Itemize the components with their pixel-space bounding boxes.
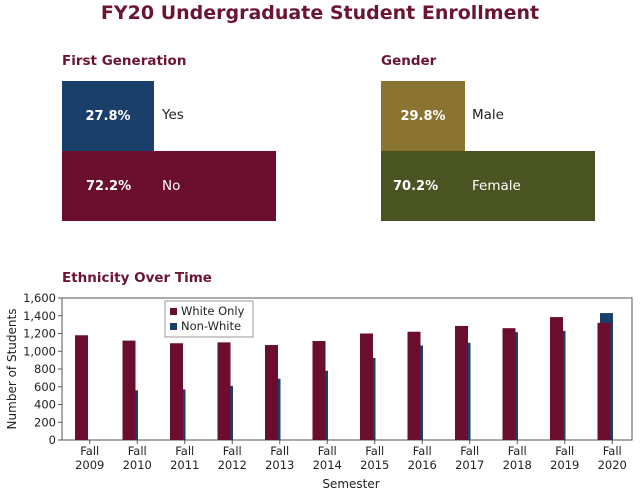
gender-female-percent: 70.2%: [393, 178, 439, 194]
x-tick-label: Fall: [555, 444, 574, 458]
gender-female-bar: 70.2%: [381, 151, 595, 221]
x-tick-label: 2010: [123, 458, 152, 472]
legend-box: [164, 300, 254, 338]
gender-female-label: Female: [472, 178, 521, 194]
bar-non-white: [220, 385, 233, 440]
y-tick-label: 400: [34, 398, 56, 412]
x-tick-label: 2015: [360, 458, 389, 472]
y-tick-label: 1,400: [23, 309, 56, 323]
x-tick-label: 2011: [170, 458, 199, 472]
x-tick-label: 2020: [598, 458, 627, 472]
x-tick-label: 2017: [455, 458, 484, 472]
page-title: FY20 Undergraduate Student Enrollment: [100, 2, 540, 24]
x-tick-label: Fall: [603, 444, 622, 458]
first-generation-heading: First Generation: [62, 53, 187, 69]
x-tick-label: Fall: [460, 444, 479, 458]
x-tick-label: Fall: [318, 444, 337, 458]
gender-male-bar: 29.8%: [381, 81, 465, 151]
bar-white-only: [597, 322, 611, 440]
x-tick-label: Fall: [223, 444, 242, 458]
bar-white-only: [455, 325, 468, 440]
bar-white-only: [360, 333, 373, 440]
x-tick-label: 2013: [265, 458, 294, 472]
x-tick-label: 2016: [408, 458, 437, 472]
bar-white-only: [75, 335, 88, 440]
x-tick-label: Fall: [80, 444, 99, 458]
gender-male-label: Male: [472, 107, 504, 123]
bar-white-only: [407, 331, 421, 440]
x-tick-label: 2019: [550, 458, 579, 472]
legend-swatch: [170, 308, 177, 315]
bar-non-white: [600, 313, 613, 440]
bar-white-only: [217, 342, 231, 440]
x-tick-label: 2018: [503, 458, 532, 472]
y-tick-label: 0: [49, 433, 56, 447]
bar-non-white: [315, 370, 328, 440]
bar-non-white: [505, 332, 518, 440]
bar-non-white: [267, 378, 281, 440]
legend-label: White Only: [181, 304, 245, 318]
plot-frame: [61, 297, 633, 441]
legend-label: Non-White: [181, 319, 241, 333]
bar-non-white: [410, 345, 423, 440]
first-gen-no-bar: 72.2%: [62, 151, 276, 221]
y-tick-label: 800: [34, 362, 56, 376]
x-axis-label: Semester: [322, 477, 379, 491]
bar-white-only: [550, 317, 563, 440]
bar-non-white: [125, 390, 138, 440]
y-tick-label: 200: [34, 415, 56, 429]
gender-male-percent: 29.8%: [400, 108, 446, 124]
y-tick-label: 600: [34, 380, 56, 394]
bar-non-white: [172, 389, 186, 440]
bar-white-only: [170, 343, 183, 440]
bar-white-only: [502, 328, 516, 440]
x-tick-label: Fall: [365, 444, 384, 458]
bar-non-white: [362, 357, 376, 440]
x-tick-label: Fall: [270, 444, 289, 458]
legend-swatch: [170, 323, 177, 330]
bar-non-white: [552, 330, 566, 440]
bar-white-only: [122, 340, 136, 440]
first-gen-yes-bar: 27.8%: [62, 81, 154, 151]
gender-heading: Gender: [381, 53, 437, 69]
first-gen-yes-label: Yes: [162, 107, 184, 123]
first-gen-yes-percent: 27.8%: [85, 108, 131, 124]
y-tick-label: 1,600: [23, 291, 56, 305]
bar-non-white: [457, 342, 471, 440]
x-tick-label: 2012: [218, 458, 247, 472]
x-tick-label: 2014: [313, 458, 342, 472]
first-gen-no-percent: 72.2%: [86, 178, 132, 194]
bar-white-only: [312, 341, 326, 440]
x-tick-label: Fall: [413, 444, 432, 458]
x-tick-label: Fall: [508, 444, 527, 458]
y-tick-label: 1,200: [23, 327, 56, 341]
ethnicity-heading: Ethnicity Over Time: [62, 270, 212, 286]
bar-white-only: [265, 345, 278, 440]
y-axis-label: Number of Students: [5, 309, 19, 430]
y-tick-label: 1,000: [23, 344, 56, 358]
x-tick-label: 2009: [75, 458, 104, 472]
x-tick-label: Fall: [128, 444, 147, 458]
first-gen-no-label: No: [162, 178, 181, 194]
x-tick-label: Fall: [175, 444, 194, 458]
